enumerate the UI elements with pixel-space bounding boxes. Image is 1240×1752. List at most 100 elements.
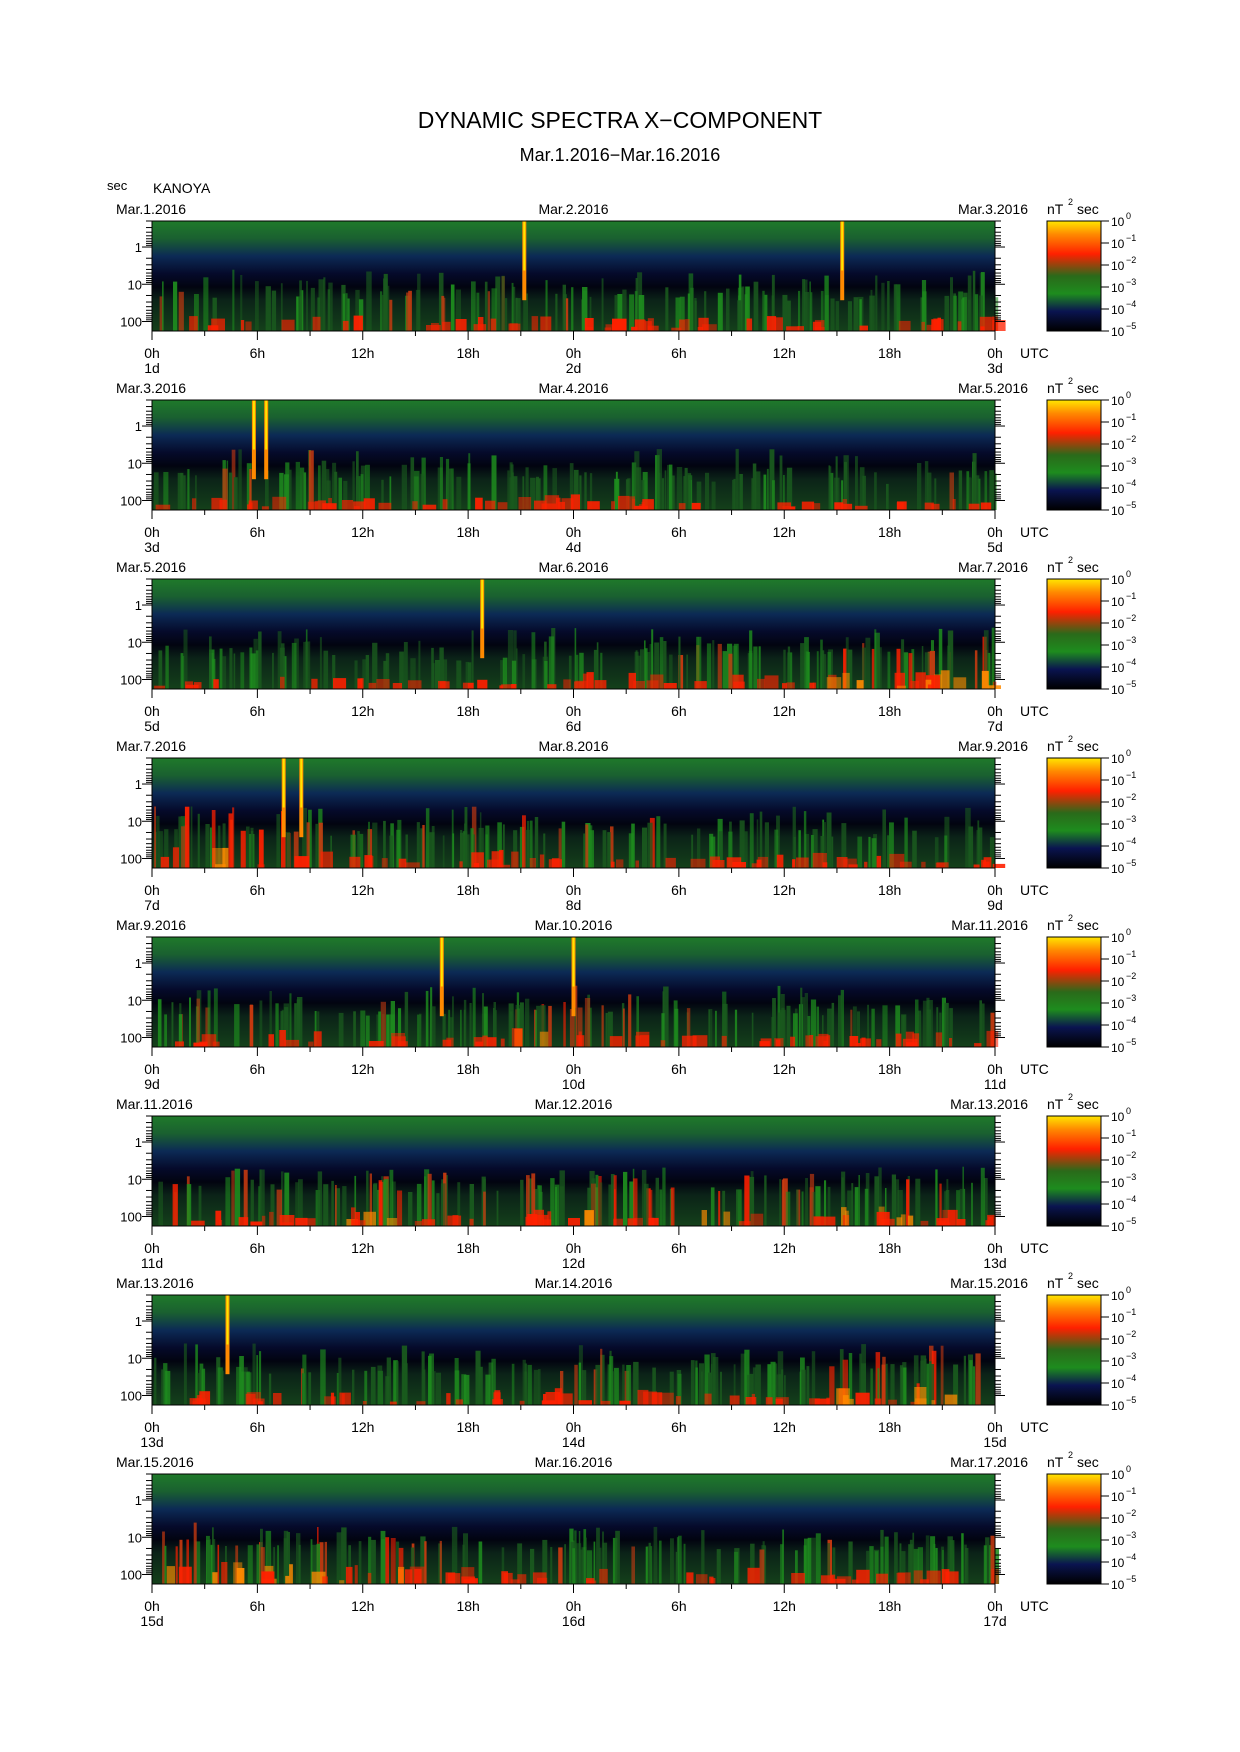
activity-streak: [381, 294, 388, 331]
activity-streak: [572, 1548, 575, 1584]
hot-band: [154, 685, 166, 689]
hot-band: [378, 502, 392, 510]
hot-band: [987, 685, 1001, 689]
activity-streak: [365, 464, 370, 510]
activity-streak: [526, 1175, 530, 1226]
hot-band: [637, 1389, 649, 1405]
colorbar-tick-base: 10: [1111, 774, 1125, 788]
colorbar-tick-exponent: −3: [1126, 635, 1136, 645]
activity-streak: [222, 823, 226, 868]
activity-streak: [302, 1354, 307, 1405]
hot-band: [192, 498, 197, 510]
activity-streak: [612, 1537, 618, 1584]
activity-streak: [816, 651, 819, 689]
activity-streak: [686, 1008, 691, 1047]
activity-streak: [610, 826, 614, 868]
activity-streak: [926, 997, 930, 1047]
activity-streak: [370, 1366, 376, 1405]
activity-streak: [485, 1374, 491, 1405]
activity-streak: [965, 1548, 969, 1584]
activity-streak: [735, 448, 739, 510]
colorbar-tick-base: 10: [1111, 1355, 1125, 1369]
activity-streak: [231, 449, 236, 510]
activity-streak: [722, 1003, 728, 1047]
activity-streak: [781, 1369, 784, 1405]
hot-band: [404, 862, 420, 868]
hot-band: [331, 1396, 336, 1405]
activity-streak: [626, 1365, 631, 1405]
activity-streak: [338, 1012, 344, 1047]
hot-band: [611, 501, 615, 510]
x-tick-label: 6h: [671, 882, 687, 898]
activity-streak: [525, 467, 529, 510]
activity-streak: [513, 830, 518, 868]
activity-streak: [749, 1373, 754, 1405]
hot-band: [635, 860, 639, 868]
hot-band: [191, 1220, 205, 1226]
colorbar-tick-exponent: −5: [1126, 679, 1136, 689]
hot-band: [631, 326, 638, 331]
activity-streak: [465, 661, 469, 689]
activity-streak: [246, 1372, 252, 1405]
activity-streak: [922, 291, 927, 331]
activity-streak: [629, 1181, 634, 1226]
y-tick-label: 1: [135, 956, 142, 971]
activity-streak: [438, 272, 444, 331]
x-tick-label: 12h: [351, 703, 374, 719]
activity-streak: [847, 1190, 853, 1226]
activity-streak: [822, 1015, 824, 1047]
activity-streak: [483, 1191, 486, 1226]
hot-band: [766, 316, 777, 331]
activity-streak: [485, 825, 490, 868]
activity-streak: [927, 1000, 933, 1047]
activity-streak: [896, 648, 901, 689]
activity-streak: [690, 1360, 695, 1405]
hot-band: [618, 495, 630, 510]
activity-streak: [193, 1522, 197, 1584]
hot-band: [455, 319, 467, 331]
activity-streak: [927, 472, 932, 510]
activity-streak: [384, 1179, 389, 1226]
hot-band: [826, 677, 842, 689]
activity-streak: [827, 651, 832, 689]
colorbar-tick-exponent: −5: [1126, 1574, 1136, 1584]
activity-streak: [484, 281, 488, 331]
activity-streak: [925, 1535, 930, 1584]
y-unit-label: sec: [107, 178, 128, 193]
activity-streak: [228, 472, 233, 510]
activity-streak: [885, 1363, 888, 1405]
hot-band: [221, 1562, 228, 1584]
hot-band: [508, 323, 521, 331]
activity-streak: [232, 269, 235, 331]
activity-streak: [633, 1361, 639, 1405]
hot-band: [864, 861, 868, 868]
activity-streak: [922, 1000, 928, 1047]
day-label: 5d: [987, 539, 1003, 555]
hot-band: [442, 321, 451, 331]
activity-streak: [555, 1186, 557, 1226]
colorbar-tick-base: 10: [1111, 595, 1125, 609]
activity-streak: [383, 820, 386, 868]
hot-band: [219, 1220, 223, 1226]
hot-band: [404, 1569, 413, 1584]
colorbar-unit: nT: [1047, 738, 1064, 754]
activity-streak: [439, 457, 443, 510]
y-tick-label: 1: [135, 598, 142, 613]
activity-streak: [889, 822, 894, 868]
activity-streak: [668, 464, 673, 510]
hot-band: [269, 1211, 274, 1226]
activity-streak: [633, 1178, 638, 1226]
activity-streak: [206, 1539, 212, 1584]
hot-band: [353, 315, 363, 331]
activity-streak: [600, 1348, 603, 1405]
activity-streak: [217, 1544, 220, 1584]
activity-streak: [868, 836, 871, 868]
activity-streak: [871, 648, 875, 689]
day-label: 11d: [984, 1076, 1006, 1092]
activity-streak: [975, 1353, 981, 1405]
x-tick-label: 12h: [351, 1419, 374, 1435]
activity-streak: [936, 1007, 939, 1047]
activity-streak: [302, 807, 307, 868]
activity-streak: [697, 828, 701, 868]
hot-band: [349, 856, 361, 868]
